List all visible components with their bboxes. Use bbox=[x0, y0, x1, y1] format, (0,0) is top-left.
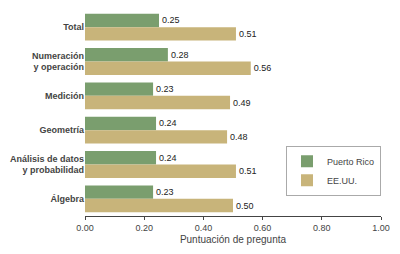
svg-text:0.24: 0.24 bbox=[159, 118, 177, 128]
svg-text:Numeracióny operación: Numeracióny operación bbox=[32, 51, 84, 73]
svg-text:Álgebra: Álgebra bbox=[50, 194, 85, 204]
svg-text:0.60: 0.60 bbox=[254, 223, 272, 233]
svg-text:EE.UU.: EE.UU. bbox=[327, 176, 357, 186]
svg-text:0.51: 0.51 bbox=[239, 29, 257, 39]
svg-text:0.56: 0.56 bbox=[254, 63, 272, 73]
svg-text:1.00: 1.00 bbox=[372, 223, 390, 233]
svg-text:Total: Total bbox=[63, 22, 84, 32]
svg-text:0.80: 0.80 bbox=[313, 223, 331, 233]
svg-text:0.20: 0.20 bbox=[135, 223, 153, 233]
svg-text:0.23: 0.23 bbox=[156, 84, 174, 94]
svg-text:0.49: 0.49 bbox=[233, 98, 251, 108]
svg-text:Medición: Medición bbox=[45, 91, 84, 101]
svg-text:0.50: 0.50 bbox=[236, 201, 254, 211]
svg-text:0.51: 0.51 bbox=[239, 166, 257, 176]
svg-text:Análisis de datosy probabilida: Análisis de datosy probabilidad bbox=[10, 154, 84, 176]
svg-text:0.40: 0.40 bbox=[195, 223, 213, 233]
svg-text:0.00: 0.00 bbox=[76, 223, 94, 233]
svg-text:0.25: 0.25 bbox=[162, 15, 180, 25]
svg-text:Puntuación de pregunta: Puntuación de pregunta bbox=[180, 234, 287, 245]
svg-text:0.23: 0.23 bbox=[156, 187, 174, 197]
svg-text:Puerto Rico: Puerto Rico bbox=[327, 157, 374, 167]
svg-text:0.24: 0.24 bbox=[159, 153, 177, 163]
svg-text:0.28: 0.28 bbox=[171, 50, 189, 60]
svg-text:Geometría: Geometría bbox=[39, 125, 85, 135]
svg-text:0.48: 0.48 bbox=[230, 132, 248, 142]
